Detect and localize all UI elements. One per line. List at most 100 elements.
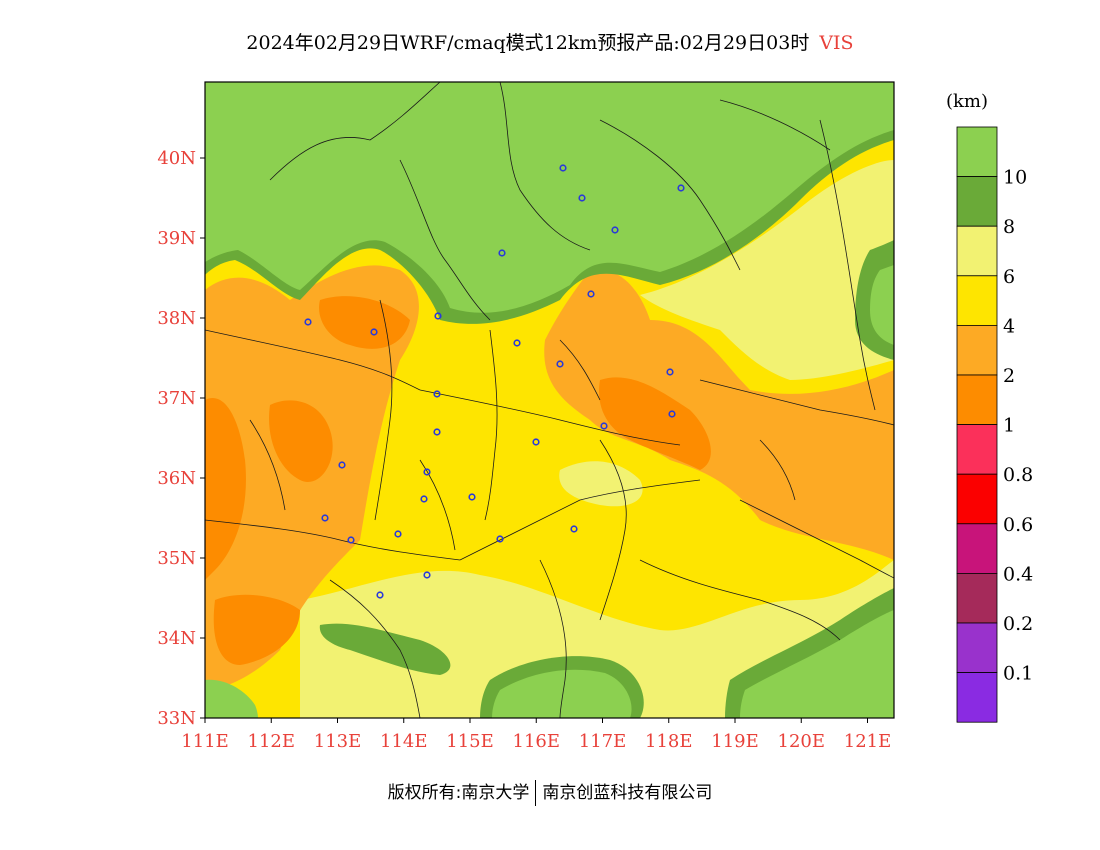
- legend-label: 10: [1003, 167, 1027, 189]
- legend-labels: 10 8 6 4 2 1 0.8 0.6 0.4 0.2 0.1: [1003, 167, 1033, 685]
- legend: (km) 10 8 6 4 2 1 0.8 0.6 0.4 0.2 0.1: [946, 91, 1033, 723]
- y-tick-label: 33N: [157, 708, 196, 729]
- legend-color-box: [956, 225, 998, 277]
- legend-color-box: [956, 473, 998, 525]
- legend-unit: (km): [946, 91, 988, 112]
- boundary-line: [819, 119, 876, 411]
- city-marker: [394, 530, 402, 538]
- field-dark-orange-west: [205, 296, 410, 665]
- city-marker: [570, 525, 578, 533]
- boundary-line: [639, 559, 841, 641]
- x-tick-label: 115E: [446, 731, 494, 752]
- x-tick-label: 111E: [181, 731, 229, 752]
- y-tick-label: 36N: [157, 468, 196, 489]
- city-marker: [666, 368, 674, 376]
- field-light-yellow-central: [559, 461, 643, 507]
- field-green-southeast: [740, 610, 894, 718]
- legend-color-box: [956, 523, 998, 574]
- x-axis: 111E 112E 113E 114E 115E 116E 117E 118E 119E 120E…: [181, 718, 891, 752]
- x-tick-label: 121E: [844, 731, 892, 752]
- boundary-line: [374, 299, 393, 521]
- y-tick-label: 34N: [157, 628, 196, 649]
- boundary-line: [699, 379, 894, 426]
- boundary-line: [249, 419, 286, 511]
- city-marker: [433, 390, 441, 398]
- city-marker: [468, 493, 476, 501]
- x-tick-label: 114E: [380, 731, 428, 752]
- boundary-line: [739, 499, 894, 579]
- legend-label: 0.2: [1003, 613, 1033, 635]
- field-green-southwest-corner: [205, 679, 258, 718]
- x-tick-label: 117E: [579, 731, 627, 752]
- y-tick-label: 39N: [157, 228, 196, 249]
- footer: 版权所有:南京大学 南京创蓝科技有限公司: [0, 778, 1100, 806]
- boundary-line: [539, 559, 567, 718]
- footer-separator: [535, 780, 537, 806]
- legend-label: 0.6: [1003, 514, 1033, 536]
- city-marker: [513, 339, 521, 347]
- boundary-line: [269, 82, 441, 181]
- field-green-south: [492, 669, 632, 718]
- visibility-field: [205, 82, 894, 718]
- legend-color-box: [956, 424, 998, 475]
- legend-label: 0.4: [1003, 563, 1033, 585]
- city-marker: [420, 495, 428, 503]
- legend-color-box: [956, 126, 998, 177]
- map-title-main: 2024年02月29日WRF/cmaq模式12km预报产品:02月29日03时: [246, 32, 810, 54]
- field-green-north: [205, 82, 894, 313]
- legend-colorbar: [956, 126, 998, 723]
- city-marker: [423, 468, 431, 476]
- legend-color-box: [956, 573, 998, 624]
- field-mid-green-southwest: [319, 623, 451, 675]
- city-marker: [496, 535, 504, 543]
- city-marker: [338, 461, 346, 469]
- boundary-line: [559, 339, 601, 401]
- city-marker: [423, 571, 431, 579]
- field-dark-orange-east: [599, 377, 711, 470]
- legend-label: 8: [1003, 216, 1015, 238]
- y-tick-label: 37N: [157, 388, 196, 409]
- city-marker: [578, 194, 586, 202]
- boundary-line: [484, 329, 498, 521]
- field-green-east: [870, 265, 894, 345]
- city-marker: [376, 591, 384, 599]
- boundary-line: [599, 439, 627, 621]
- y-tick-label: 40N: [157, 148, 196, 169]
- legend-label: 0.8: [1003, 464, 1033, 486]
- city-marker: [611, 226, 619, 234]
- boundary-line: [329, 579, 421, 718]
- x-tick-label: 120E: [778, 731, 826, 752]
- x-tick-label: 118E: [645, 731, 693, 752]
- footer-company: 南京创蓝科技有限公司: [542, 783, 713, 803]
- legend-color-box: [956, 622, 998, 673]
- boundary-line: [499, 82, 591, 251]
- city-marker: [433, 428, 441, 436]
- x-tick-label: 113E: [314, 731, 362, 752]
- legend-color-box: [956, 324, 998, 376]
- boundary-line: [205, 329, 421, 391]
- boundary-line: [399, 159, 491, 321]
- city-marker: [559, 164, 567, 172]
- city-marker: [668, 410, 676, 418]
- y-tick-label: 35N: [157, 548, 196, 569]
- x-tick-label: 116E: [513, 731, 561, 752]
- x-tick-label: 112E: [248, 731, 296, 752]
- legend-color-box: [956, 275, 998, 326]
- city-marker: [321, 514, 329, 522]
- y-axis: 40N 39N 38N 37N 36N 35N 34N 33N: [157, 148, 205, 729]
- city-marker: [532, 438, 540, 446]
- boundary-line: [719, 99, 831, 151]
- city-marker: [556, 360, 564, 368]
- legend-color-box: [956, 176, 998, 227]
- legend-color-box: [956, 374, 998, 425]
- legend-label: 6: [1003, 266, 1015, 288]
- boundary-line: [599, 119, 741, 271]
- field-orange-east: [544, 269, 894, 560]
- plot-frame: [204, 81, 895, 719]
- boundary-line: [459, 479, 701, 561]
- x-tick-label: 119E: [711, 731, 759, 752]
- city-marker: [434, 312, 442, 320]
- city-marker: [498, 249, 506, 257]
- city-marker: [370, 328, 378, 336]
